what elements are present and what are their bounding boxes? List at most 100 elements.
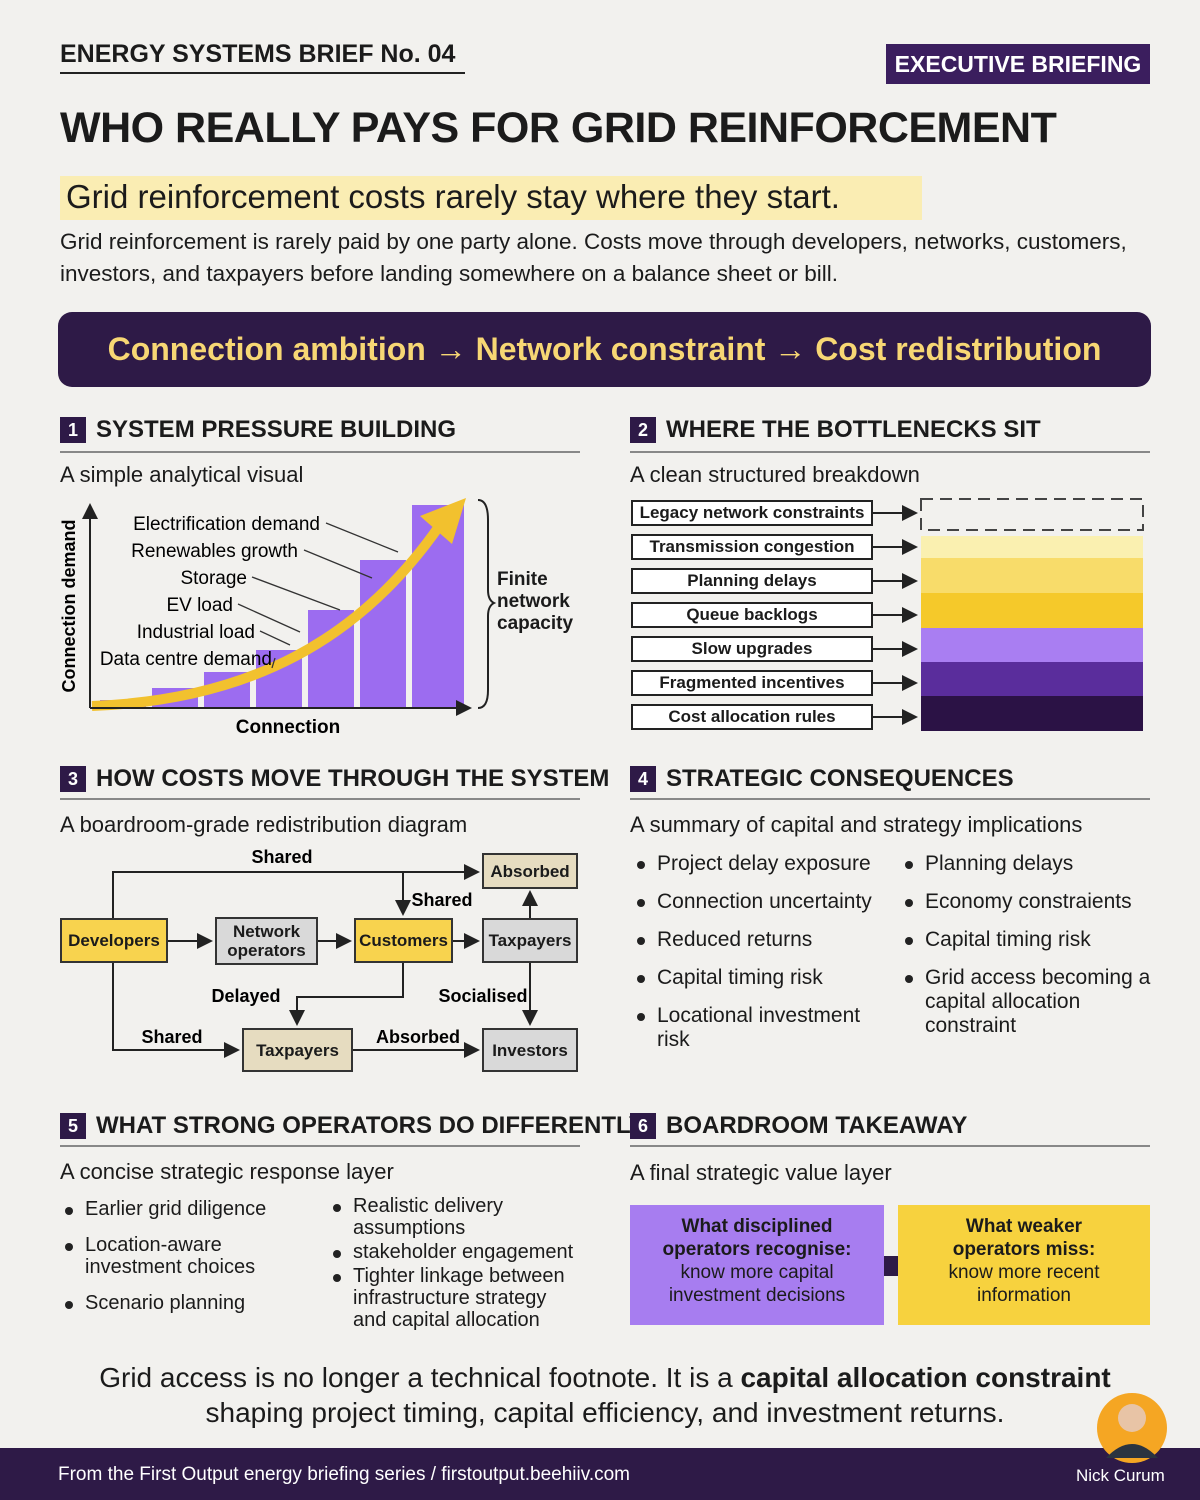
left: Scenario planning <box>63 1292 293 1314</box>
items: Slow upgrades <box>631 636 873 662</box>
right: Realistic delivery assumptions <box>331 1195 531 1239</box>
x-axis-label: Connection <box>236 717 341 738</box>
items: Transmission congestion <box>631 534 873 560</box>
title: HOW COSTS MOVE THROUGH THE SYSTEM <box>96 765 610 792</box>
left-title: What disciplined operators recognise: <box>662 1216 852 1260</box>
left: Location-aware investment choices <box>63 1234 293 1278</box>
items: Legacy network constraints <box>631 500 873 526</box>
labels: Storage <box>180 568 247 589</box>
title: SYSTEM PRESSURE BUILDING <box>96 416 457 443</box>
line <box>303 549 373 579</box>
rect <box>412 505 464 708</box>
polyline <box>289 963 404 1026</box>
title: STRATEGIC CONSEQUENCES <box>666 765 1014 792</box>
nodes: Investors <box>482 1028 578 1072</box>
div: 1 SYSTEM PRESSURE BUILDING <box>60 416 456 444</box>
number: 5 <box>60 1113 86 1139</box>
div: 4 STRATEGIC CONSEQUENCES <box>630 765 1014 793</box>
right: Tighter linkage between infrastructure s… <box>331 1265 581 1331</box>
badge: EXECUTIVE BRIEFING <box>886 44 1150 84</box>
ul: Project delay exposure Connection uncert… <box>635 852 885 1052</box>
labels: Industrial load <box>137 622 255 643</box>
rect <box>921 696 1143 731</box>
rect <box>921 628 1143 662</box>
div: What weaker operators miss: know more re… <box>898 1205 1150 1325</box>
title: WHO REALLY PAYS FOR GRID REINFORCEMENT <box>60 104 1057 152</box>
before: Grid access is no longer a technical foo… <box>99 1362 733 1393</box>
growth-arrow <box>91 522 445 711</box>
section-rules <box>60 451 1150 1147</box>
div: What disciplined operators recognise: kn… <box>630 1205 884 1325</box>
chart-labels: Electrification demand Renewables growth… <box>100 514 320 670</box>
edges: Socialised <box>438 986 527 1006</box>
left: Locational investment risk <box>635 1004 885 1052</box>
line <box>271 657 276 669</box>
subtitle: A clean structured breakdown <box>630 462 920 487</box>
title: BOARDROOM TAKEAWAY <box>666 1112 968 1139</box>
rect <box>921 558 1143 593</box>
emphasis: capital allocation constraint <box>740 1362 1111 1393</box>
left: Earlier grid diligence <box>63 1198 293 1220</box>
polyline <box>112 864 480 918</box>
banner-bg <box>58 312 1151 387</box>
series: ENERGY SYSTEMS BRIEF No. 04 <box>60 40 456 68</box>
nodes: Developers <box>60 918 168 963</box>
closing: Grid access is no longer a technical foo… <box>40 1360 1170 1430</box>
after: shaping project timing, capital efficien… <box>205 1397 1005 1428</box>
number: 3 <box>60 766 86 792</box>
line <box>325 522 399 553</box>
number: 2 <box>630 417 656 443</box>
avatar-face <box>1118 1404 1146 1432</box>
banner: Connection ambition → Network constraint… <box>107 331 1102 367</box>
edges: Shared <box>251 847 312 867</box>
arrow-head <box>420 498 466 544</box>
flow-labels: Shared Shared Delayed Socialised Shared … <box>141 847 527 1047</box>
title: WHERE THE BOTTLENECKS SIT <box>666 416 1041 443</box>
ul: Earlier grid diligence Location-aware in… <box>63 1198 293 1314</box>
div: 2 WHERE THE BOTTLENECKS SIT <box>630 416 1041 444</box>
left: Project delay exposure <box>635 852 885 876</box>
labels: Data centre demand <box>100 649 272 670</box>
capacity-layers <box>921 536 1143 731</box>
items: Fragmented incentives <box>631 670 873 696</box>
left: Capital timing risk <box>635 966 885 990</box>
highlight <box>60 176 922 220</box>
line <box>237 603 301 633</box>
footer-source: From the First Output energy briefing se… <box>58 1464 630 1485</box>
right-title: What weaker operators miss: <box>952 1216 1096 1260</box>
number: 1 <box>60 417 86 443</box>
nodes: Customers <box>354 918 453 963</box>
subtitle: A summary of capital and strategy implic… <box>630 812 1083 837</box>
leader-lines <box>237 522 399 669</box>
right: Planning delays <box>903 852 1153 876</box>
number: 4 <box>630 766 656 792</box>
capacity-outline <box>920 498 1144 531</box>
polyline <box>112 963 240 1058</box>
path <box>477 499 497 709</box>
right-text: know more recent information <box>948 1262 1100 1306</box>
axes <box>82 499 497 716</box>
edges: Absorbed <box>376 1027 460 1047</box>
left-text: know more capital investment decisions <box>668 1262 846 1306</box>
rect <box>921 536 1143 558</box>
nodes: Network operators <box>215 917 318 965</box>
nodes: Absorbed <box>482 853 578 889</box>
capacity-label: Finite network capacity <box>497 569 574 634</box>
right: Capital timing risk <box>903 928 1153 952</box>
subtitle: Grid reinforcement costs rarely stay whe… <box>66 178 840 215</box>
items: Queue backlogs <box>631 602 873 628</box>
number: 6 <box>630 1113 656 1139</box>
rect <box>921 593 1143 628</box>
y-axis-label: Connection demand <box>59 519 79 692</box>
subtitle: A concise strategic response layer <box>60 1159 394 1184</box>
subtitle: A final strategic value layer <box>630 1160 892 1185</box>
left: Connection uncertainty <box>635 890 885 914</box>
right: Grid access becoming a capital allocatio… <box>903 966 1153 1038</box>
line <box>259 630 291 646</box>
edges: Shared <box>411 890 472 910</box>
labels: EV load <box>166 595 233 616</box>
rect <box>921 662 1143 696</box>
